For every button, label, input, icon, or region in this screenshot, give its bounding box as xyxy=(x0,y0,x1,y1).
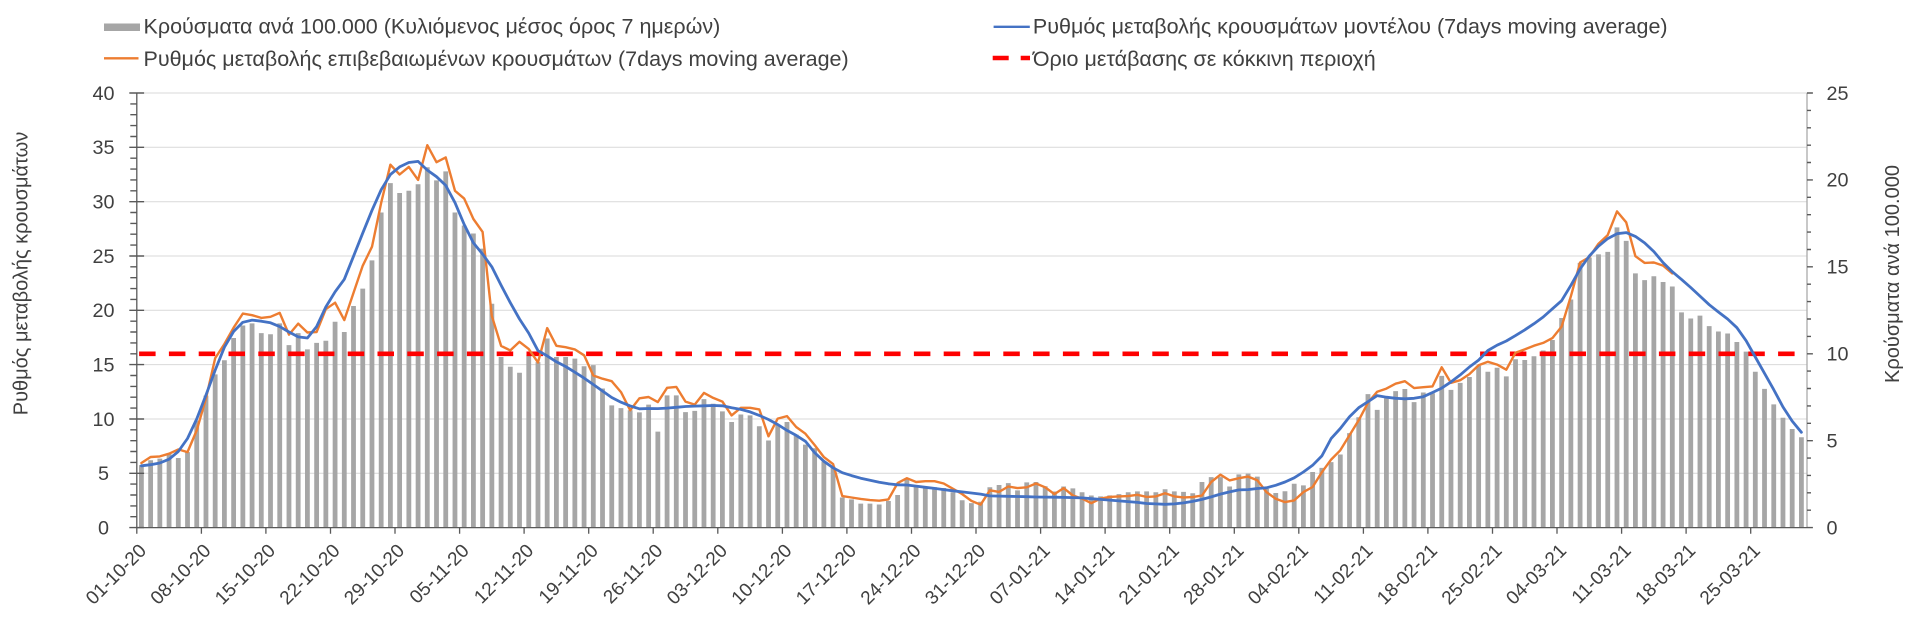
svg-text:0: 0 xyxy=(1827,517,1838,539)
svg-text:Ρυθμός μεταβολής κρουσμάτων μο: Ρυθμός μεταβολής κρουσμάτων μοντέλου (7d… xyxy=(1033,15,1668,39)
svg-text:0: 0 xyxy=(98,517,109,539)
svg-text:15: 15 xyxy=(92,354,114,376)
svg-text:20: 20 xyxy=(1827,170,1849,192)
svg-text:15: 15 xyxy=(1827,257,1849,279)
svg-text:Ρυθμός μεταβολής κρουσμάτων: Ρυθμός μεταβολής κρουσμάτων xyxy=(11,132,33,416)
svg-text:35: 35 xyxy=(92,137,114,159)
svg-text:Όριο μετάβασης σε κόκκινη περι: Όριο μετάβασης σε κόκκινη περιοχή xyxy=(1032,47,1376,71)
svg-text:25: 25 xyxy=(1827,83,1849,105)
svg-text:30: 30 xyxy=(92,192,114,214)
svg-text:Κρούσματα ανά 100.000 (Κυλιόμε: Κρούσματα ανά 100.000 (Κυλιόμενος μέσος … xyxy=(144,15,721,39)
svg-text:20: 20 xyxy=(92,300,114,322)
svg-text:10: 10 xyxy=(1827,344,1849,366)
svg-text:5: 5 xyxy=(98,463,109,485)
svg-text:5: 5 xyxy=(1827,431,1838,453)
svg-text:Κρούσματα ανά 100.000: Κρούσματα ανά 100.000 xyxy=(1882,165,1904,383)
svg-text:40: 40 xyxy=(92,83,114,105)
svg-text:Ρυθμός μεταβολής επιβεβαιωμένω: Ρυθμός μεταβολής επιβεβαιωμένων κρουσμάτ… xyxy=(144,47,849,71)
svg-text:10: 10 xyxy=(92,409,114,431)
svg-text:25: 25 xyxy=(92,246,114,268)
